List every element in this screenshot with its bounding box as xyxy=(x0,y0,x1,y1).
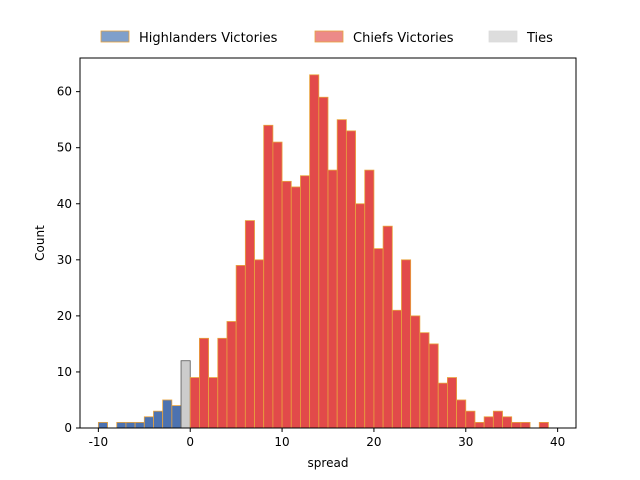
plot-area-frame xyxy=(79,57,577,429)
bar-chiefs-victories-13 xyxy=(309,74,320,429)
bar-chiefs-victories-10 xyxy=(281,180,292,429)
bar-chiefs-victories-12 xyxy=(300,175,311,429)
bar-chiefs-victories-1 xyxy=(199,337,209,429)
bar-chiefs-victories-35 xyxy=(511,421,522,429)
x-tick-label: 20 xyxy=(366,435,381,449)
y-tick-label: 60 xyxy=(57,85,72,99)
bar-highlanders-victories-1 xyxy=(116,421,127,429)
legend: Highlanders Victories Chiefs Victories Tie… xyxy=(100,30,553,46)
bar-chiefs-victories-27 xyxy=(437,382,448,429)
legend-label-2: Ties xyxy=(526,31,553,46)
y-tick-label: 50 xyxy=(57,141,72,155)
bar-chiefs-victories-17 xyxy=(345,130,356,429)
bar-chiefs-victories-5 xyxy=(235,265,246,429)
bar-chiefs-victories-31 xyxy=(474,421,485,429)
y-tick-label: 40 xyxy=(57,197,72,211)
legend-swatch-2 xyxy=(488,30,518,43)
bar-chiefs-victories-32 xyxy=(483,416,494,429)
y-axis-label: Count xyxy=(33,225,47,261)
x-axis-ticks: -10 0 10 20 30 40 xyxy=(89,428,565,449)
y-tick-label: 0 xyxy=(64,421,72,435)
y-tick-label: 10 xyxy=(57,365,72,379)
bar-chiefs-victories-30 xyxy=(465,410,476,429)
legend-label-1: Chiefs Victories xyxy=(353,31,454,46)
bar-chiefs-victories-18 xyxy=(355,203,366,429)
bar-chiefs-victories-23 xyxy=(401,259,412,429)
y-tick-label: 20 xyxy=(57,309,72,323)
bar-chiefs-victories-14 xyxy=(318,96,329,429)
y-tick-label: 30 xyxy=(57,253,72,267)
x-axis-label: spread xyxy=(308,456,349,470)
bar-chiefs-victories-4 xyxy=(226,321,237,429)
x-tick-label: 30 xyxy=(458,435,473,449)
bar-chiefs-victories-15 xyxy=(327,169,338,429)
y-axis-ticks: 0 10 20 30 40 50 60 xyxy=(57,85,80,435)
bar-chiefs-victories-2 xyxy=(208,377,219,429)
legend-swatch-0 xyxy=(100,30,130,43)
x-tick-label: -10 xyxy=(89,435,109,449)
bar-highlanders-victories-5 xyxy=(153,410,164,429)
x-tick-label: 40 xyxy=(550,435,565,449)
bar-chiefs-victories-9 xyxy=(272,141,283,429)
legend-swatch-1 xyxy=(314,30,344,43)
bar-highlanders-victories-6 xyxy=(162,399,173,429)
bar-chiefs-victories-34 xyxy=(502,416,513,429)
bar-highlanders-victories-7 xyxy=(171,405,182,429)
bar-chiefs-victories-3 xyxy=(217,337,228,429)
bar-chiefs-victories-28 xyxy=(447,377,457,429)
bar-chiefs-victories-21 xyxy=(382,225,393,429)
bar-chiefs-victories-0 xyxy=(189,377,200,429)
bar-chiefs-victories-22 xyxy=(391,309,402,429)
bar-chiefs-victories-7 xyxy=(254,259,265,429)
bar-chiefs-victories-8 xyxy=(263,124,274,429)
bar-highlanders-victories-0 xyxy=(97,421,108,429)
bar-chiefs-victories-26 xyxy=(428,343,439,429)
bar-chiefs-victories-20 xyxy=(373,248,384,429)
bar-chiefs-victories-29 xyxy=(456,399,467,429)
bar-highlanders-victories-4 xyxy=(143,416,154,429)
legend-label-0: Highlanders Victories xyxy=(139,31,278,46)
bar-chiefs-victories-16 xyxy=(336,119,347,429)
x-tick-label: 10 xyxy=(274,435,289,449)
bar-chiefs-victories-6 xyxy=(244,220,255,429)
bar-chiefs-victories-37 xyxy=(538,421,549,429)
bar-chiefs-victories-25 xyxy=(419,332,430,429)
bar-chiefs-victories-19 xyxy=(364,169,375,429)
bar-chiefs-victories-33 xyxy=(492,410,503,429)
bar-chiefs-victories-24 xyxy=(410,315,421,429)
bar-highlanders-victories-2 xyxy=(125,421,136,429)
bar-chiefs-victories-11 xyxy=(290,186,301,429)
x-tick-label: 0 xyxy=(186,435,194,449)
bar-highlanders-victories-3 xyxy=(134,421,145,429)
bar-ties-0 xyxy=(180,360,191,429)
bar-chiefs-victories-36 xyxy=(520,421,531,429)
